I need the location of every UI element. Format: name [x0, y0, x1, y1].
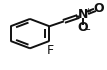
Text: N: N [77, 8, 88, 21]
Text: O: O [93, 2, 104, 15]
Text: −: − [83, 25, 91, 35]
Text: F: F [47, 44, 54, 57]
Text: +: + [84, 7, 91, 16]
Text: O: O [77, 21, 88, 34]
